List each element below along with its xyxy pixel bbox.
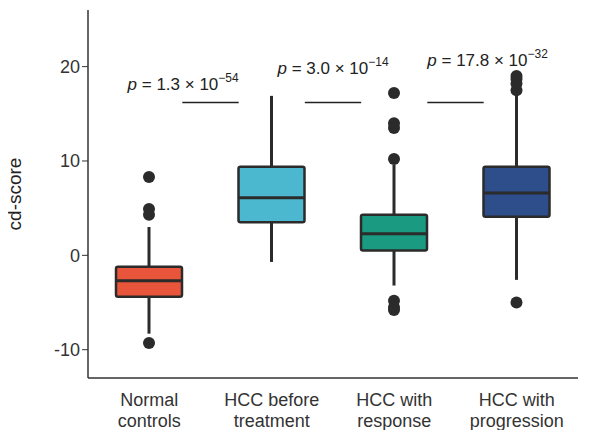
svg-text:0: 0	[70, 246, 80, 266]
svg-text:10: 10	[60, 151, 80, 171]
svg-text:p = 1.3 × 10−54: p = 1.3 × 10−54	[127, 71, 239, 94]
svg-text:-10: -10	[54, 340, 80, 360]
svg-text:p = 3.0 × 10−14: p = 3.0 × 10−14	[276, 55, 388, 78]
svg-text:20: 20	[60, 57, 80, 77]
svg-text:p = 17.8 × 10−32: p = 17.8 × 10−32	[426, 47, 548, 70]
svg-text:HCC beforetreatment: HCC beforetreatment	[224, 390, 319, 430]
svg-text:HCC withprogression: HCC withprogression	[470, 390, 564, 430]
svg-text:HCC withresponse: HCC withresponse	[356, 390, 432, 430]
svg-text:Normalcontrols: Normalcontrols	[118, 390, 181, 430]
svg-text:cd-score: cd-score	[8, 158, 25, 231]
